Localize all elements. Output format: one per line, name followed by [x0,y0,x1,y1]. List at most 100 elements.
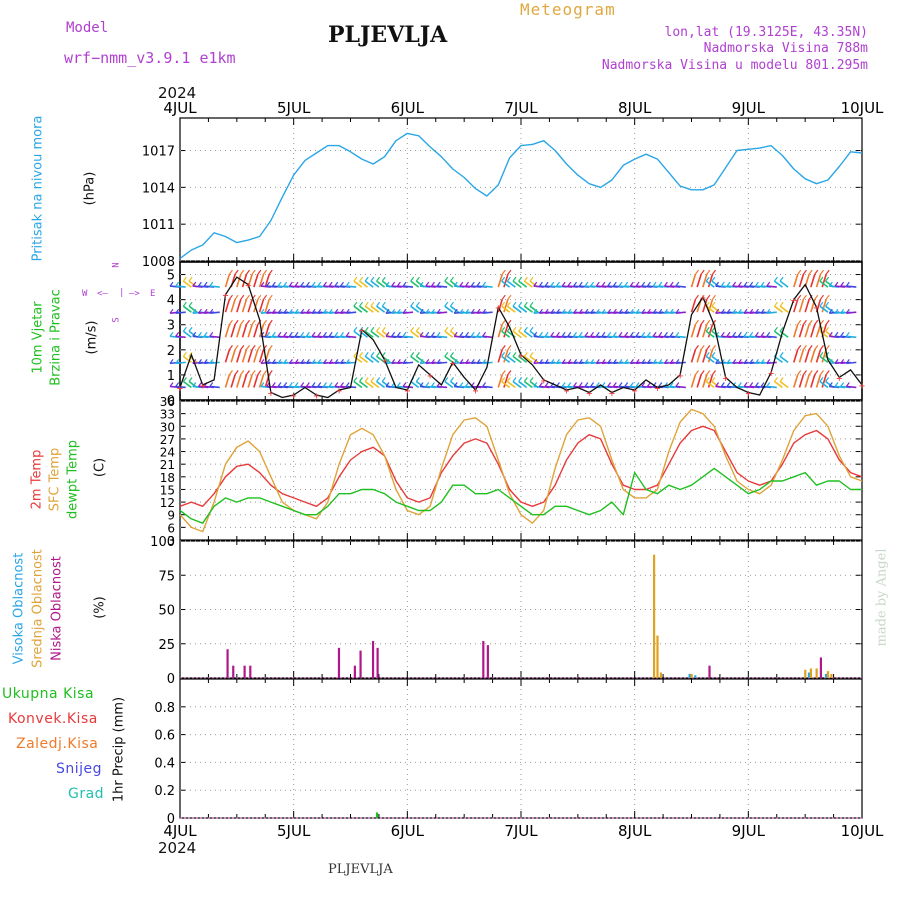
wind-barb-flag [453,308,458,314]
wind-barb-flag [353,377,358,382]
wind-barb-flag [283,359,288,364]
wind-barb-flag [635,382,640,387]
wind-barb-flag [192,331,197,337]
wind-barb-flag [529,301,534,307]
wind-barb [482,385,493,389]
wind-barb-flag [268,370,273,375]
wind-barb-flag [652,382,657,387]
wind-barb-flag [430,308,435,314]
wind-barb-flag [641,331,646,337]
wind-barb-flag [322,382,327,387]
wind-barb [370,330,380,338]
wind-barb-flag [175,281,180,287]
wind-barb [523,355,533,364]
wind-barb [236,349,242,363]
y-tick-label-clouds: 0 [167,672,175,687]
wind-barb-flag [376,377,381,382]
wind-barb [209,385,220,389]
wind-barb-flag [391,359,396,364]
wind-barb-flag [578,359,583,364]
wind-barb [497,349,504,363]
wind-barb [209,361,220,365]
wind-barb-flag [711,301,716,307]
wind-barb [364,380,374,389]
wind-barb [364,330,374,338]
wind-barb-flag [283,308,288,314]
wind-barb-flag [538,331,543,337]
wind-barb [810,324,816,338]
bar-clouds [659,672,663,678]
wind-barb-flag [260,382,265,387]
wind-barb-flag [345,382,350,387]
wind-barb-flag [376,326,381,332]
wind-barb-flag [845,382,850,387]
wind-barb-flag [578,382,583,387]
wind-barb [353,355,363,364]
wind-barb-flag [203,359,208,364]
wind-barb-flag [385,382,390,387]
wind-barb-flag [402,382,407,387]
wind-barb-flag [277,382,282,387]
wind-barb-flag [425,359,430,364]
wind-barb-flag [612,359,617,364]
wind-barb-flag [459,382,464,387]
wind-barb-flag [675,382,680,387]
wind-barb-flag [766,331,771,337]
bar-clouds [708,665,711,678]
wind-barb-flag [825,370,830,375]
wind-barb-flag [779,352,784,357]
wind-barb-flag [754,359,759,364]
wind-barb [258,349,265,363]
wind-barb [675,385,686,389]
wind-barb [247,298,253,313]
wind-barb [482,285,493,288]
wind-barb-flag [322,331,327,337]
wind-barb [690,374,697,388]
wind-barb [503,374,509,388]
wind-barb-flag [808,294,813,300]
wind-barb-flag [353,326,358,332]
wind-barb-flag [294,331,299,337]
wind-barb [518,380,528,389]
wind-barb-flag [396,308,401,314]
wind-barb-flag [311,281,316,287]
wind-barb [707,349,714,363]
wind-barb-flag [294,382,299,387]
wind-barb-flag [797,294,802,300]
wind-barb-flag [277,308,282,314]
wind-barb-flag [652,281,657,287]
wind-barb-flag [629,382,634,387]
wind-barb-flag [450,326,454,332]
wind-barb [523,380,533,389]
wind-barb-flag [415,301,420,307]
wind-barb [241,273,248,288]
wind-barb-flag [328,331,333,337]
wind-barb-flag [834,382,839,387]
wind-barb-flag [538,308,543,314]
wind-barb-flag [590,331,595,337]
wind-barb-flag [340,308,344,314]
wind-barb-flag [512,301,517,307]
wind-barb-flag [334,359,339,364]
wind-barb-flag [523,326,528,332]
wind-barb-flag [825,319,830,325]
y-tick-label-wind: 2 [167,344,175,359]
wind-barb-flag [538,382,543,387]
wind-barb-flag [257,345,262,350]
wind-barb-flag [555,308,560,314]
wind-barb-flag [720,308,725,314]
wind-barb-flag [482,308,487,314]
wind-barb-flag [436,281,441,287]
wind-barb-flag [607,359,612,364]
wind-barb-flag [444,276,449,282]
wind-barb [529,355,539,364]
wind-barb-flag [803,345,807,350]
wind-barb-flag [840,281,845,287]
wind-barb [707,298,714,313]
wind-barb-flag [803,269,807,275]
wind-barb [707,324,714,338]
wind-barb [264,298,271,313]
wind-marker: + [222,291,228,302]
wind-barb-flag [419,308,424,314]
